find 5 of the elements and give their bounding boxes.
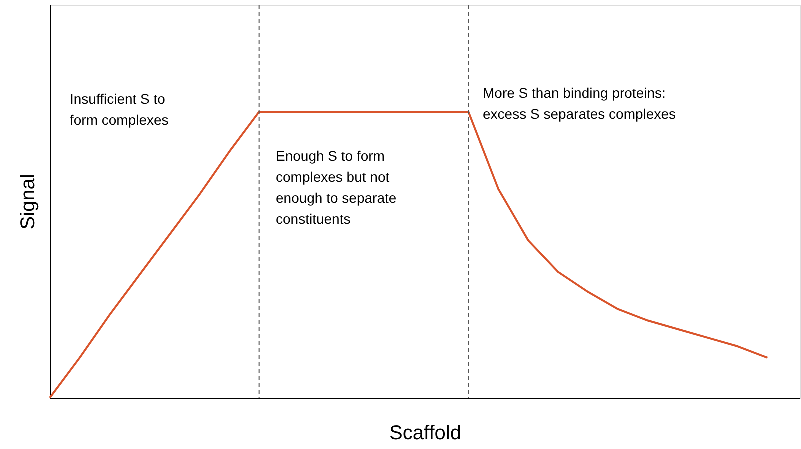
annotation: Insufficient S to form complexes [70, 91, 169, 128]
x-axis-title: Scaffold [390, 422, 462, 444]
y-axis-title: Signal [18, 174, 40, 230]
annotation: More S than binding proteins: excess S separates complexes [483, 85, 676, 122]
annotation: Enough S to form complexes but not enough to separate constituents [276, 148, 397, 227]
